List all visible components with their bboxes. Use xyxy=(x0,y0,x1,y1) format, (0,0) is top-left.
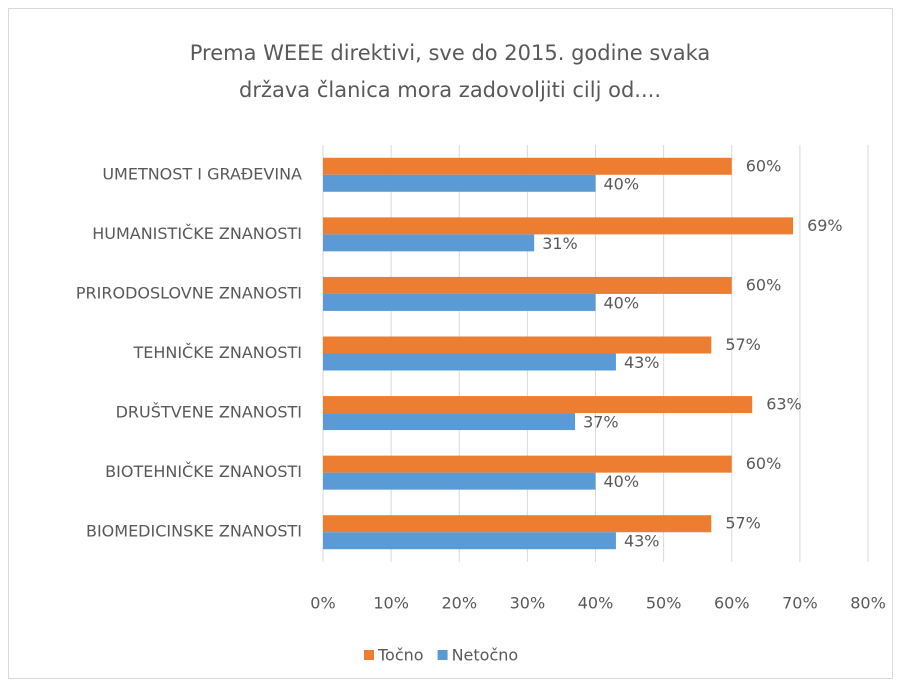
chart-title: država članica mora zadovoljiti cilj od.… xyxy=(239,78,661,102)
bar xyxy=(323,515,712,533)
y-tick-label: HUMANISTIČKE ZNANOSTI xyxy=(92,224,302,243)
bar xyxy=(323,413,576,431)
bar xyxy=(323,396,753,414)
data-label: 40% xyxy=(604,472,640,491)
x-tick-label: 50% xyxy=(646,594,682,613)
bar xyxy=(323,157,732,175)
data-label: 57% xyxy=(725,335,761,354)
data-label: 40% xyxy=(604,293,640,312)
x-tick-label: 0% xyxy=(310,594,335,613)
data-label: 63% xyxy=(766,395,802,414)
x-tick-label: 10% xyxy=(373,594,409,613)
y-tick-label: BIOMEDICINSKE ZNANOSTI xyxy=(86,522,302,541)
bar xyxy=(323,532,616,550)
bar xyxy=(323,353,616,371)
chart-title: Prema WEEE direktivi, sve do 2015. godin… xyxy=(190,41,711,65)
bar xyxy=(323,472,596,490)
y-tick-label: TEHNIČKE ZNANOSTI xyxy=(132,343,302,362)
bar xyxy=(323,293,596,311)
y-tick-label: DRUŠTVENE ZNANOSTI xyxy=(116,403,302,422)
data-label: 31% xyxy=(542,234,578,253)
data-label: 37% xyxy=(583,413,619,432)
legend-label: Netočno xyxy=(452,646,519,665)
data-label: 57% xyxy=(725,514,761,533)
y-tick-label: UMETNOST I GRAĐEVINA xyxy=(102,164,302,183)
legend-label: Točno xyxy=(377,646,424,665)
x-tick-label: 20% xyxy=(441,594,477,613)
data-label: 43% xyxy=(624,532,660,551)
x-tick-label: 80% xyxy=(850,594,886,613)
data-label: 60% xyxy=(746,275,782,294)
x-tick-label: 40% xyxy=(578,594,614,613)
x-tick-label: 30% xyxy=(510,594,546,613)
x-tick-label: 70% xyxy=(782,594,818,613)
y-tick-label: PRIRODOSLOVNE ZNANOSTI xyxy=(76,283,302,302)
legend-swatch xyxy=(437,650,448,660)
bar xyxy=(323,336,712,354)
bar xyxy=(323,174,596,192)
data-label: 60% xyxy=(746,454,782,473)
bar xyxy=(323,276,732,294)
data-label: 40% xyxy=(604,174,640,193)
x-tick-label: 60% xyxy=(714,594,750,613)
legend-swatch xyxy=(364,650,374,660)
bar xyxy=(323,217,794,235)
data-label: 43% xyxy=(624,353,660,372)
data-label: 60% xyxy=(746,156,782,175)
data-label: 69% xyxy=(807,216,843,235)
bar xyxy=(323,455,732,473)
y-tick-label: BIOTEHNIČKE ZNANOSTI xyxy=(105,462,302,481)
bar xyxy=(323,234,535,252)
